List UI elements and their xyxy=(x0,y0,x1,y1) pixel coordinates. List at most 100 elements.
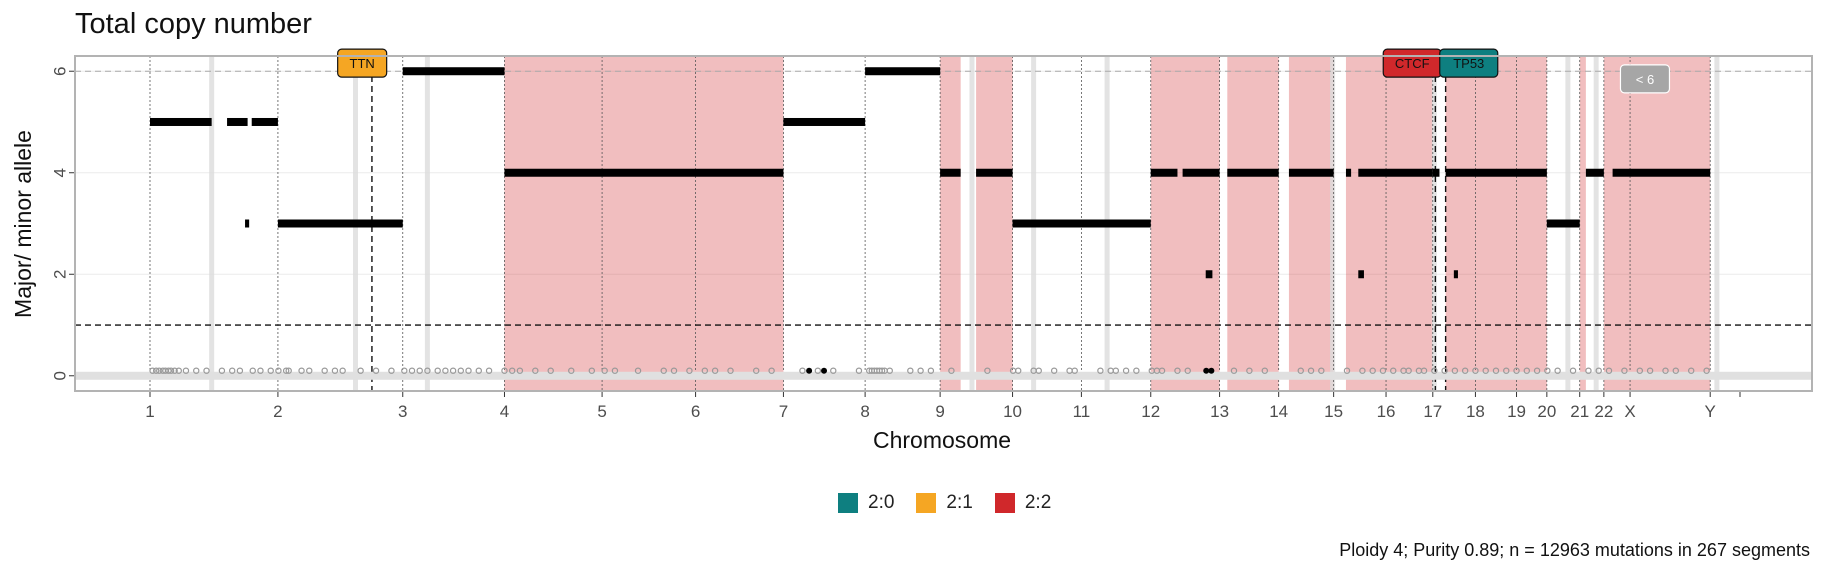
segment xyxy=(150,117,212,126)
mutation-point xyxy=(907,367,914,374)
mutation-point xyxy=(686,367,693,374)
mutation-point xyxy=(434,367,441,374)
highlight-region xyxy=(940,56,961,391)
centromere-band xyxy=(209,56,215,391)
mutation-point xyxy=(1595,367,1602,374)
segment xyxy=(783,117,866,126)
mutation-point xyxy=(855,367,863,374)
mutation-point xyxy=(257,367,264,374)
x-tick-label: 10 xyxy=(1003,402,1022,421)
mutation-point xyxy=(1015,367,1022,374)
mutation-point xyxy=(1646,367,1654,374)
mutation-point xyxy=(171,367,178,374)
mutation-point-highlight xyxy=(1203,367,1210,374)
highlight-region xyxy=(1288,56,1334,391)
mutation-point xyxy=(372,367,380,374)
mutation-point xyxy=(175,367,182,374)
mutation-point xyxy=(1441,367,1448,374)
mutation-point xyxy=(1158,367,1166,374)
annotation-box xyxy=(1619,64,1671,94)
mutation-point xyxy=(282,367,290,374)
annotation-label: < 6 xyxy=(1636,72,1654,87)
mutation-point xyxy=(1174,367,1181,374)
mutation-point xyxy=(1461,367,1469,374)
mutation-point xyxy=(1482,367,1489,374)
mutation-point xyxy=(401,367,408,374)
mutation-point xyxy=(298,367,305,374)
mutation-point xyxy=(1184,367,1191,374)
mutation-point xyxy=(1122,367,1130,374)
mutation-point xyxy=(1246,367,1253,374)
mutation-point xyxy=(275,367,282,374)
mutation-point xyxy=(1369,367,1376,374)
mutation-point xyxy=(1569,367,1577,374)
x-tick-label: Y xyxy=(1705,402,1716,421)
mutation-point xyxy=(149,367,156,374)
mutation-point xyxy=(711,367,719,374)
x-tick-label: 20 xyxy=(1537,402,1556,421)
x-tick-label: 12 xyxy=(1141,402,1160,421)
highlight-region xyxy=(1579,56,1586,391)
mutation-point xyxy=(830,367,837,374)
mutation-point xyxy=(1687,367,1695,374)
mutation-point xyxy=(917,367,924,374)
mutation-point xyxy=(634,367,642,374)
mutation-point xyxy=(165,367,172,374)
x-tick-label: 5 xyxy=(597,402,606,421)
legend-swatch-2-1 xyxy=(916,493,937,513)
x-tick-label: 1 xyxy=(145,402,154,421)
mutation-point xyxy=(1297,367,1304,374)
segment xyxy=(1453,270,1458,279)
segment xyxy=(1182,168,1220,177)
x-tick-label: 21 xyxy=(1570,402,1589,421)
mutation-point xyxy=(267,367,274,374)
annotation-label: TTN xyxy=(350,56,375,71)
x-tick-label: 6 xyxy=(691,402,700,421)
segment xyxy=(402,67,505,76)
mutation-point xyxy=(1261,367,1268,374)
segment xyxy=(251,117,278,126)
mutation-point xyxy=(611,367,619,374)
segment xyxy=(1205,270,1213,279)
mutation-point xyxy=(1585,367,1592,374)
baseline-band xyxy=(75,371,1812,380)
mutation-point xyxy=(1307,367,1315,374)
mutation-point xyxy=(670,367,678,374)
mutation-point xyxy=(331,367,339,374)
mutation-point xyxy=(457,367,465,374)
highlight-region xyxy=(1345,56,1433,391)
x-tick-label: 15 xyxy=(1324,402,1343,421)
mutation-point xyxy=(886,367,893,374)
mutation-point xyxy=(193,367,200,374)
centromere-band xyxy=(1431,56,1437,391)
mutation-point xyxy=(878,367,886,374)
mutation-point xyxy=(1050,367,1058,374)
mutation-point xyxy=(601,367,608,374)
mutation-point xyxy=(1133,367,1140,374)
mutation-point xyxy=(152,367,160,374)
x-tick-label: 14 xyxy=(1269,402,1288,421)
mutation-point xyxy=(727,367,734,374)
annotation-label: TP53 xyxy=(1453,56,1484,71)
mutation-point xyxy=(449,367,457,374)
annotation-label: CTCF xyxy=(1395,56,1430,71)
x-tick-label: 7 xyxy=(779,402,788,421)
legend-swatch-2-0 xyxy=(838,493,858,513)
mutation-point xyxy=(1420,367,1428,374)
mutation-point xyxy=(156,367,163,374)
mutation-point xyxy=(1379,367,1387,374)
mutation-point xyxy=(1503,367,1510,374)
mutation-point xyxy=(339,367,346,374)
mutation-point xyxy=(1318,367,1325,374)
mutation-point xyxy=(501,367,508,374)
mutation-point xyxy=(357,367,364,374)
segment xyxy=(1345,168,1352,177)
mutation-point xyxy=(442,367,449,374)
legend-swatch-2-2 xyxy=(994,493,1015,513)
segment xyxy=(1612,168,1711,177)
segment xyxy=(245,219,250,228)
legend-label-2-1: 2:1 xyxy=(946,492,973,513)
segment xyxy=(277,219,403,228)
mutation-point xyxy=(753,367,760,374)
